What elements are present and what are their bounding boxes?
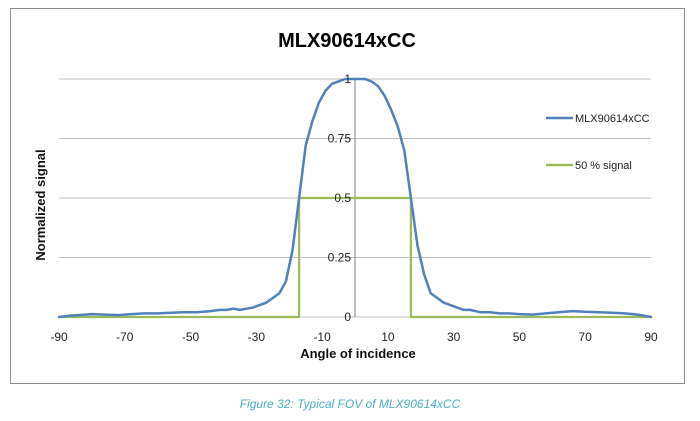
x-tick-label: 10: [381, 330, 395, 344]
x-tick-label: -10: [313, 330, 331, 344]
x-tick-label: 50: [513, 330, 527, 344]
x-tick-label: -70: [116, 330, 134, 344]
x-tick-label: 90: [644, 330, 658, 344]
y-tick-labels: 0 0.25 0.5 0.75 1: [328, 72, 352, 324]
legend: MLX90614xCC 50 % signal: [546, 113, 650, 172]
series-layer: [57, 77, 653, 319]
x-tick-label: 70: [579, 330, 593, 344]
x-tick-label: -50: [182, 330, 200, 344]
x-tick-labels: -90 -70 -50 -30 -10 10 30 50 70 90: [50, 330, 658, 344]
series-line-main: [57, 77, 653, 319]
y-axis-title: Normalized signal: [33, 149, 48, 260]
y-tick-label: 1: [344, 72, 351, 86]
y-tick-label: 0: [344, 310, 351, 324]
x-axis-title: Angle of incidence: [300, 346, 416, 361]
x-tick-label: -90: [50, 330, 68, 344]
legend-label: MLX90614xCC: [575, 113, 650, 125]
fov-chart: MLX90614xCC -90 -70 -50 -30 -10 10 30 50 70 90 00…: [33, 30, 658, 361]
series-line-threshold: [57, 196, 653, 319]
y-tick-label: 0.75: [328, 132, 352, 146]
x-tick-label: -30: [248, 330, 266, 344]
x-tick-label: 30: [447, 330, 461, 344]
figure-caption: Figure 32: Typical FOV of MLX90614xCC: [239, 397, 461, 411]
y-tick-label: 0.25: [328, 251, 352, 265]
y-tick-label: 0.5: [334, 191, 351, 205]
chart-title: MLX90614xCC: [278, 30, 416, 52]
legend-label: 50 % signal: [575, 160, 632, 172]
